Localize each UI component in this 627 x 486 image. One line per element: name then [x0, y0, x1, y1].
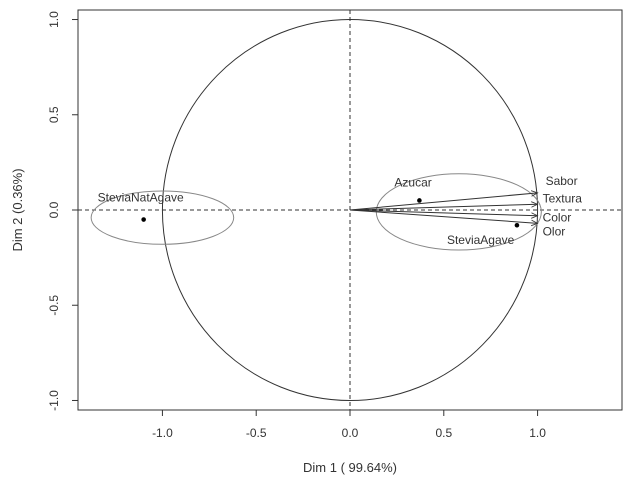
point-label-steviaagave: SteviaAgave [447, 233, 515, 247]
y-tick-label: -0.5 [47, 295, 61, 316]
x-axis-label: Dim 1 ( 99.64%) [303, 460, 397, 475]
x-tick-label: -1.0 [152, 426, 173, 440]
vector-textura [349, 204, 538, 211]
individual-points: Azucar SteviaAgave SteviaNatAgave [98, 175, 520, 247]
vector-label-olor: Olor [543, 224, 566, 238]
vector-color [349, 209, 538, 216]
confidence-ellipse-1 [90, 190, 235, 245]
y-tick-label: -1.0 [47, 390, 61, 411]
vector-label-sabor: Sabor [546, 174, 578, 188]
correlation-circle-layer [161, 19, 539, 401]
x-tick-label: 1.0 [529, 426, 546, 440]
x-tick-label: -0.5 [246, 426, 267, 440]
y-tick-label: 0.0 [47, 201, 61, 218]
x-axis: -1.0 -0.5 0.0 0.5 1.0 [152, 410, 546, 440]
vector-label-color: Color [543, 211, 572, 225]
vector-olor [349, 209, 538, 223]
x-tick-label: 0.0 [342, 426, 359, 440]
point-steviaagave [514, 222, 520, 228]
point-azucar [417, 198, 422, 203]
y-tick-label: 0.5 [47, 106, 61, 123]
vector-sabor [349, 193, 538, 211]
correlation-circle [161, 19, 539, 401]
vector-label-textura: Textura [543, 191, 583, 205]
point-stevianatagave [141, 217, 146, 222]
y-axis: -1.0 -0.5 0.0 0.5 1.0 [47, 11, 78, 411]
y-tick-label: 1.0 [47, 11, 61, 28]
point-label-azucar: Azucar [394, 175, 431, 189]
y-axis-label: Dim 2 (0.36%) [10, 168, 25, 251]
x-tick-label: 0.5 [435, 426, 452, 440]
point-label-stevianatagave: SteviaNatAgave [98, 191, 184, 205]
